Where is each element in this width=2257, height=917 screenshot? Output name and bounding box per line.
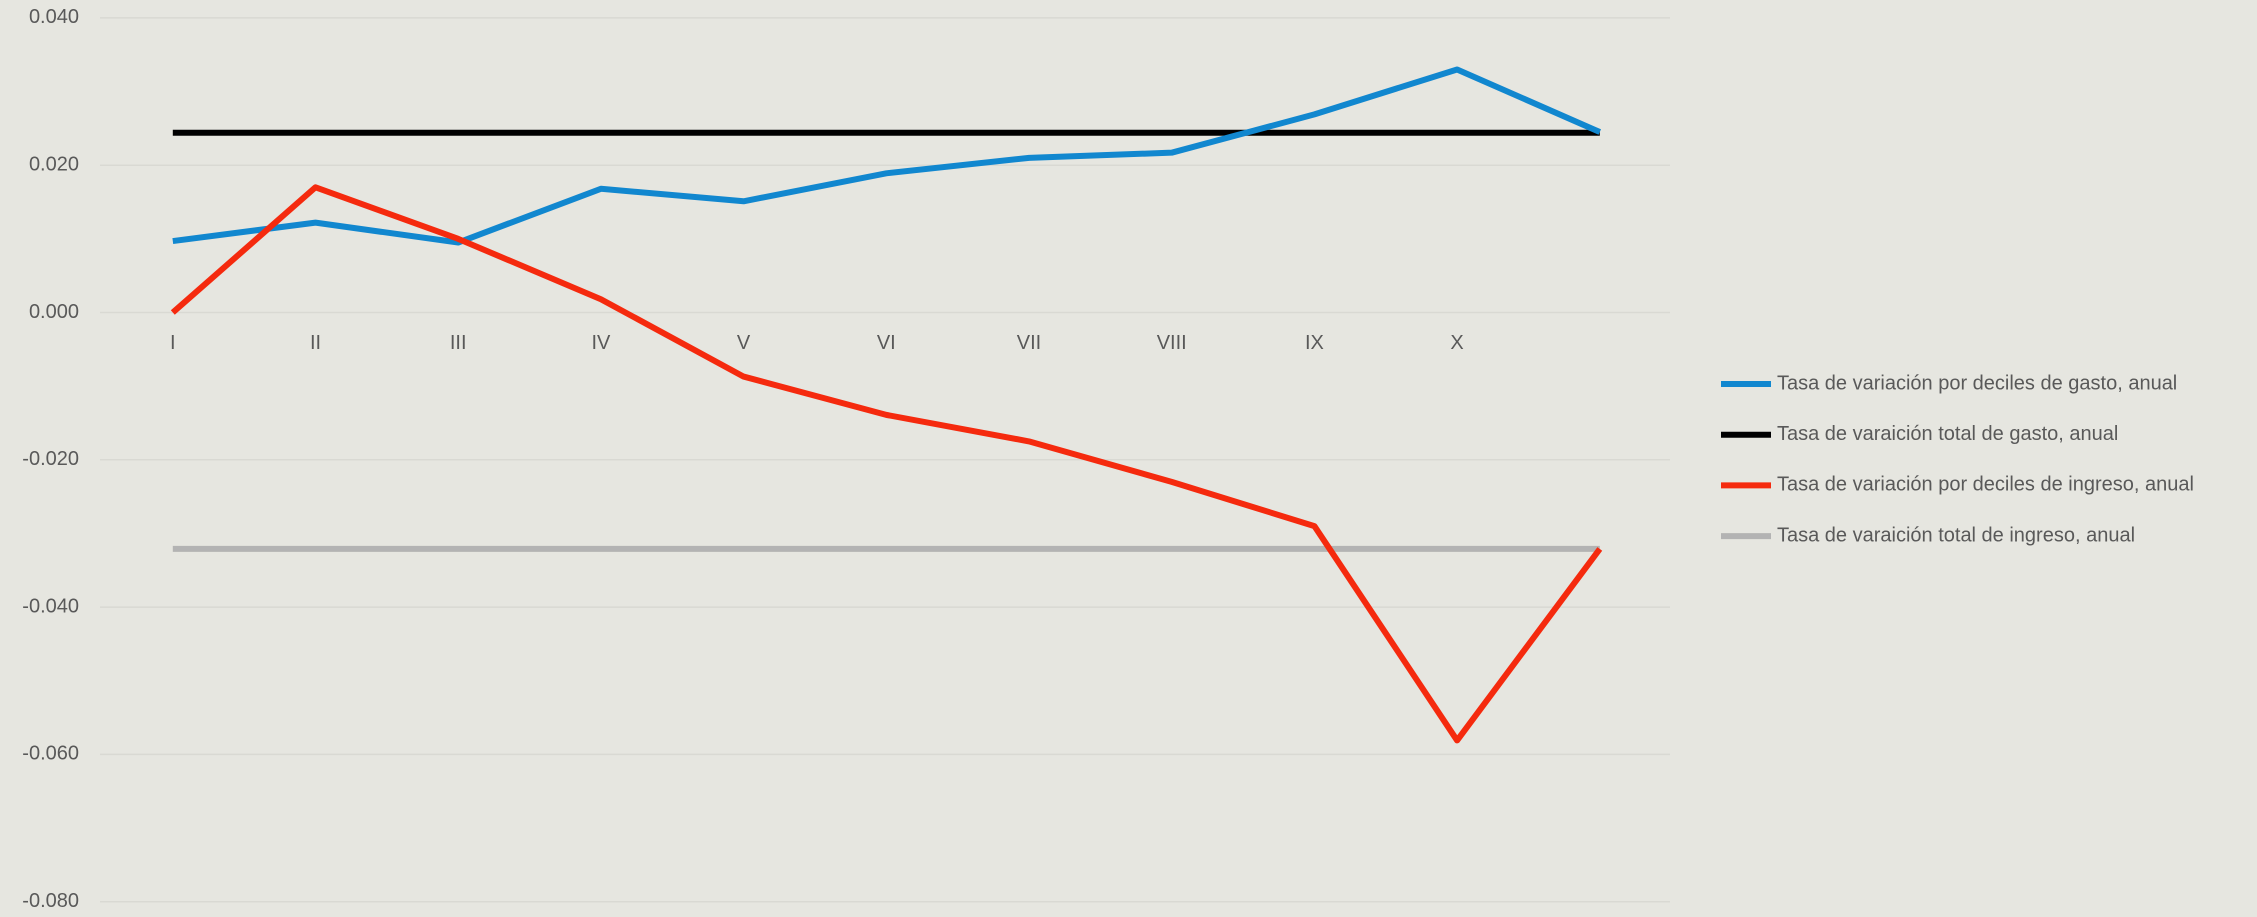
y-tick-label: -0.080 [22, 890, 79, 912]
x-tick-label: VIII [1157, 332, 1187, 354]
y-tick-label: 0.040 [29, 6, 79, 28]
legend-label: Tasa de varaición total de gasto, anual [1777, 423, 2118, 445]
series-line [172, 66, 1602, 246]
x-tick-label: VII [1017, 332, 1041, 354]
series-line [170, 184, 1603, 744]
x-tick-label: III [450, 332, 467, 354]
y-tick-label: -0.060 [22, 743, 79, 765]
x-tick-label: VI [877, 332, 896, 354]
x-tick-label: IV [591, 332, 611, 354]
legend-label: Tasa de variación por deciles de ingreso… [1777, 474, 2194, 496]
legend-label: Tasa de varaición total de ingreso, anua… [1777, 524, 2135, 546]
y-tick-label: -0.020 [22, 448, 79, 470]
y-tick-label: 0.000 [29, 301, 79, 323]
x-tick-label: IX [1305, 332, 1324, 354]
y-tick-label: 0.020 [29, 153, 79, 175]
legend-label: Tasa de variación por deciles de gasto, … [1777, 372, 2177, 394]
y-tick-label: -0.040 [22, 595, 79, 617]
x-tick-label: X [1450, 332, 1463, 354]
x-tick-label: I [170, 332, 176, 354]
x-tick-label: II [310, 332, 321, 354]
x-tick-label: V [737, 332, 751, 354]
